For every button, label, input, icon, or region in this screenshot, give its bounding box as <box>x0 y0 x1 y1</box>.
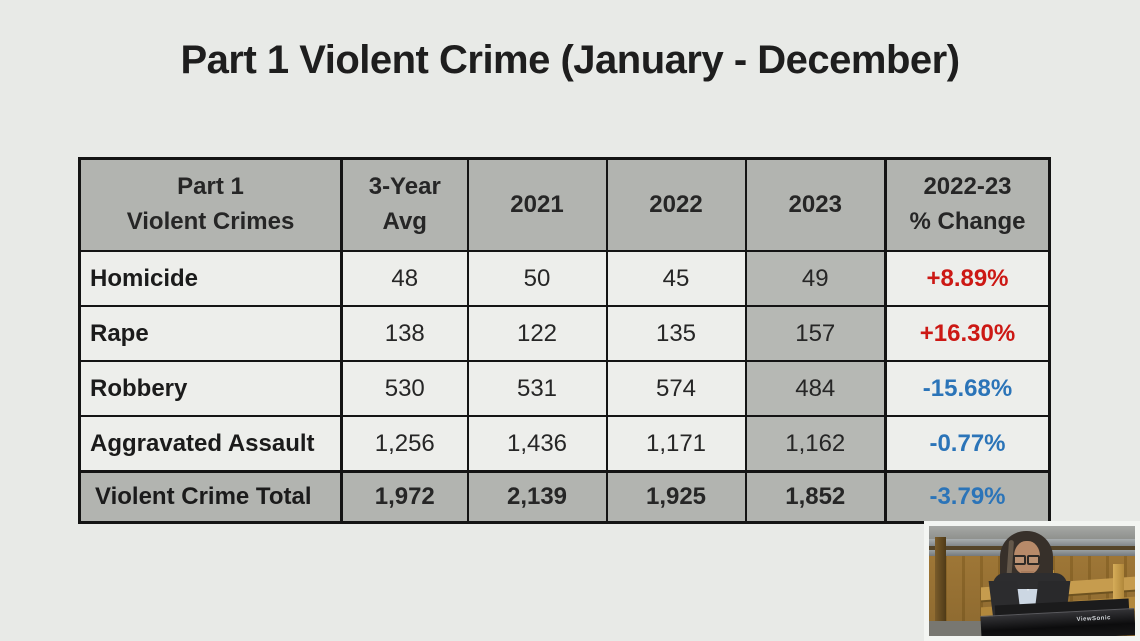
cell-2022: 135 <box>605 305 747 362</box>
header-crimes: Part 1 Violent Crimes <box>78 157 343 252</box>
cell-avg: 48 <box>340 250 469 307</box>
cell-2021: 2,139 <box>466 470 608 524</box>
table-row-homicide: Homicide 48 50 45 49 +8.89% <box>78 250 1051 307</box>
cell-avg: 1,972 <box>340 470 469 524</box>
row-label: Robbery <box>78 360 343 417</box>
header-pct-change: 2022-23 % Change <box>884 157 1051 252</box>
header-avg-line2: Avg <box>382 208 427 235</box>
cell-pct-change: +16.30% <box>884 305 1051 362</box>
cell-avg: 1,256 <box>340 415 469 473</box>
row-label: Violent Crime Total <box>78 470 343 524</box>
row-label: Aggravated Assault <box>78 415 343 473</box>
cell-2022: 1,925 <box>605 470 747 524</box>
cell-2023: 49 <box>744 250 887 307</box>
header-2022: 2022 <box>605 157 747 252</box>
glasses-lens-right <box>1027 555 1040 565</box>
cell-pct-change: -0.77% <box>884 415 1051 473</box>
cell-2023: 157 <box>744 305 887 362</box>
cell-2021: 122 <box>466 305 608 362</box>
table-row-violent-crime-total: Violent Crime Total 1,972 2,139 1,925 1,… <box>78 470 1051 524</box>
speaker-video: ViewSonic <box>929 526 1135 636</box>
header-avg-line1: 3-Year <box>368 173 441 201</box>
cell-2022: 574 <box>605 360 747 417</box>
table-header-row: Part 1 Violent Crimes 3-Year Avg 2021 20… <box>78 157 1051 252</box>
pip-video-frame: ViewSonic <box>924 521 1140 641</box>
header-2023: 2023 <box>744 157 887 252</box>
table-row-aggravated-assault: Aggravated Assault 1,256 1,436 1,171 1,1… <box>78 415 1051 473</box>
cell-2021: 1,436 <box>466 415 608 473</box>
bench-post-right <box>1113 564 1124 618</box>
monitor-brand-text: ViewSonic <box>1076 615 1112 624</box>
podium-edge <box>929 621 987 636</box>
speaker-glasses <box>1013 555 1041 565</box>
header-change-line2: % Change <box>909 208 1026 235</box>
table-row-robbery: Robbery 530 531 574 484 -15.68% <box>78 360 1051 417</box>
slide-title: Part 1 Violent Crime (January - December… <box>180 38 960 82</box>
cell-pct-change: -15.68% <box>884 360 1051 417</box>
row-label: Rape <box>78 305 343 362</box>
violent-crime-table: Part 1 Violent Crimes 3-Year Avg 2021 20… <box>78 157 1051 524</box>
header-change-line1: 2022-23 <box>923 173 1012 201</box>
cell-pct-change: +8.89% <box>884 250 1051 307</box>
header-crimes-line1: Part 1 <box>177 173 244 201</box>
table-row-rape: Rape 138 122 135 157 +16.30% <box>78 305 1051 362</box>
row-label: Homicide <box>78 250 343 307</box>
glasses-lens-left <box>1013 555 1026 565</box>
cell-avg: 530 <box>340 360 469 417</box>
header-2021: 2021 <box>466 157 608 252</box>
cell-2023: 1,162 <box>744 415 887 473</box>
cell-avg: 138 <box>340 305 469 362</box>
header-crimes-line2: Violent Crimes <box>126 208 295 235</box>
cell-pct-change: -3.79% <box>884 470 1051 524</box>
cell-2022: 45 <box>605 250 747 307</box>
cell-2023: 484 <box>744 360 887 417</box>
cell-2022: 1,171 <box>605 415 747 473</box>
cell-2023: 1,852 <box>744 470 887 524</box>
header-3yr-avg: 3-Year Avg <box>340 157 469 252</box>
wood-post-left <box>935 537 946 636</box>
cell-2021: 531 <box>466 360 608 417</box>
cell-2021: 50 <box>466 250 608 307</box>
